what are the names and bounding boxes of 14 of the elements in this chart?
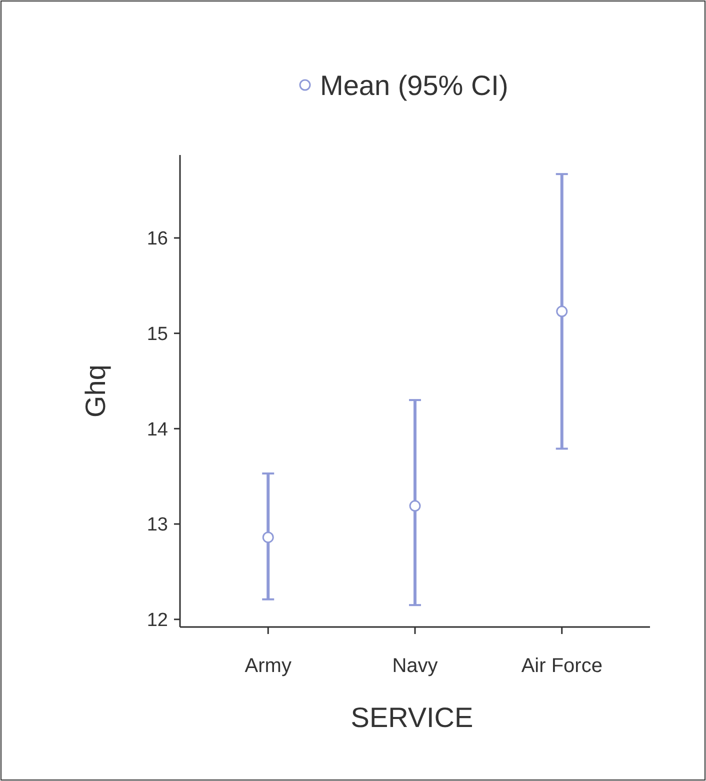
x-tick-label: Army bbox=[244, 655, 292, 677]
y-axis-title: Ghq bbox=[80, 364, 111, 418]
y-tick-label: 13 bbox=[146, 514, 168, 536]
x-axis-title: SERVICE bbox=[350, 702, 474, 733]
x-tick-label: Air Force bbox=[521, 655, 602, 677]
y-tick-label: 16 bbox=[146, 228, 168, 250]
point bbox=[409, 500, 421, 512]
point bbox=[556, 306, 568, 318]
legend-label: Mean (95% CI) bbox=[320, 70, 508, 101]
y-tick-label: 12 bbox=[146, 610, 168, 632]
y-tick-label: 15 bbox=[146, 324, 168, 345]
x-tick-label: Navy bbox=[392, 655, 438, 677]
point bbox=[262, 532, 274, 544]
y-tick-label: 14 bbox=[146, 419, 168, 440]
